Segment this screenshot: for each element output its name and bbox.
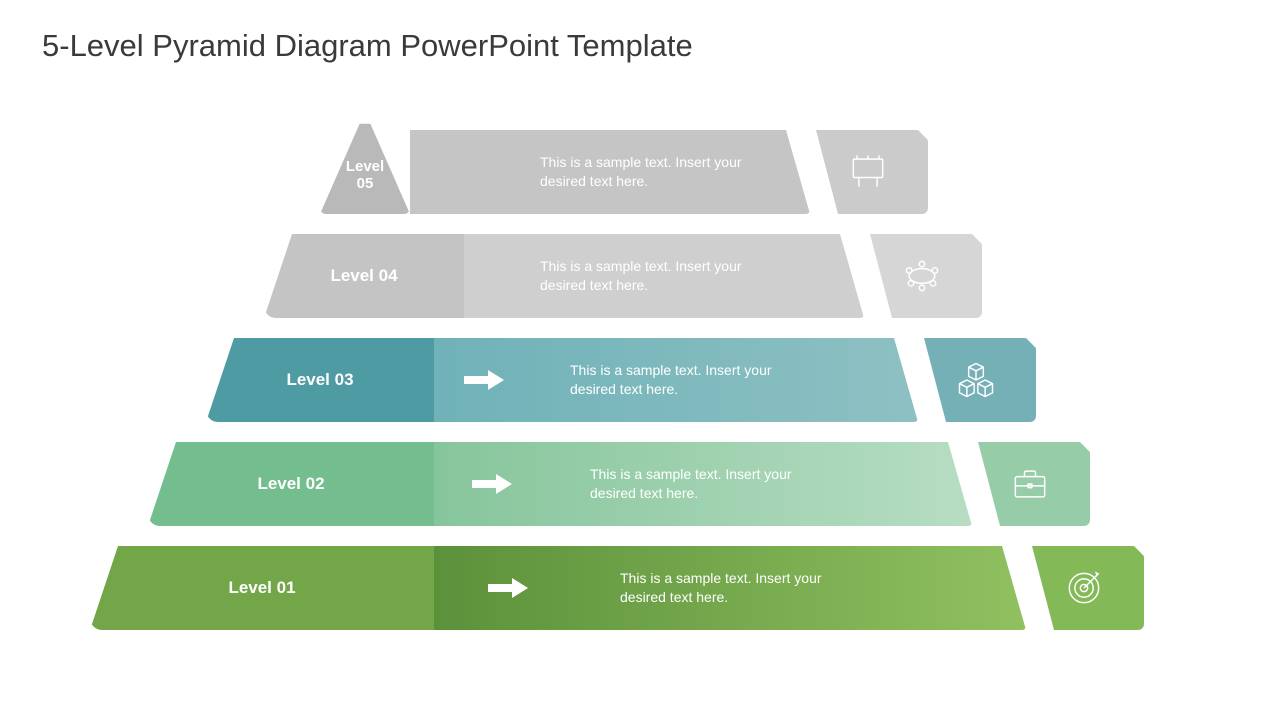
pyramid-slice: Level 01: [90, 546, 434, 630]
level-description: This is a sample text. Insert your desir…: [620, 546, 860, 630]
page-title: 5-Level Pyramid Diagram PowerPoint Templ…: [42, 28, 693, 64]
pyramid-row-3: Level 03 This is a sample text. Insert yo…: [0, 338, 1280, 422]
level-label: Level 04: [264, 234, 464, 318]
pyramid-row-4: Level 04 This is a sample text. Insert yo…: [0, 234, 1280, 318]
level-label: Level 02: [148, 442, 434, 526]
pyramid-row-5: Level05This is a sample text. Insert you…: [0, 130, 1280, 214]
arrow-icon: [470, 472, 514, 496]
pyramid-slice: Level 04: [264, 234, 464, 318]
pyramid-slice: Level 02: [148, 442, 434, 526]
arrow-icon: [462, 368, 506, 392]
pyramid-slice: Level 03: [206, 338, 434, 422]
level-label: Level 03: [206, 338, 434, 422]
pyramid-row-1: Level 01 This is a sample text. Insert yo…: [0, 546, 1280, 630]
pyramid-row-2: Level 02 This is a sample text. Insert yo…: [0, 442, 1280, 526]
boxes-icon: [952, 356, 1000, 404]
level-label: Level 01: [90, 546, 434, 630]
billboard-icon: [844, 148, 892, 196]
target-icon: [1060, 564, 1108, 612]
level-description: This is a sample text. Insert your desir…: [590, 442, 830, 526]
level-label: Level05: [320, 118, 410, 214]
pyramid-slice: Level05: [320, 118, 410, 214]
level-description: This is a sample text. Insert your desir…: [570, 338, 810, 422]
level-description: This is a sample text. Insert your desir…: [540, 130, 780, 214]
meeting-icon: [898, 252, 946, 300]
level-description: This is a sample text. Insert your desir…: [540, 234, 780, 318]
briefcase-icon: [1006, 460, 1054, 508]
arrow-icon: [486, 576, 530, 600]
